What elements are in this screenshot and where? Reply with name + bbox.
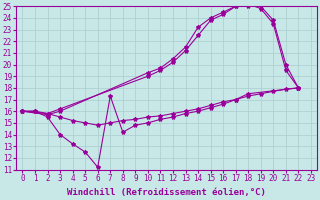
X-axis label: Windchill (Refroidissement éolien,°C): Windchill (Refroidissement éolien,°C) (67, 188, 266, 197)
